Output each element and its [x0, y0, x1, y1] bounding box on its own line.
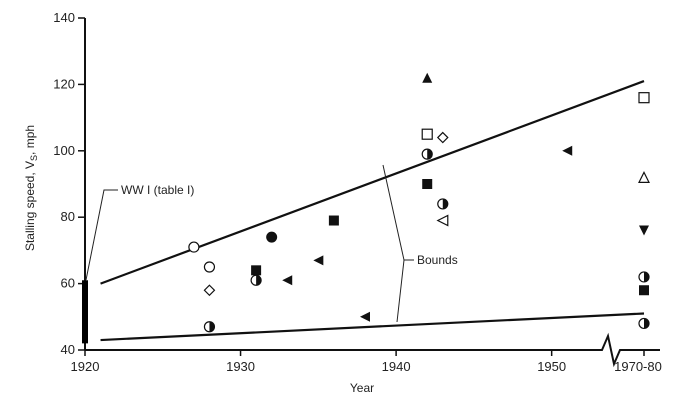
- data-point-circle-half: [250, 274, 262, 286]
- data-point-tri-up: [422, 72, 433, 83]
- data-point-square-filled: [639, 285, 649, 296]
- data-point-square-open: [421, 128, 433, 140]
- y-tick-label-40: 40: [61, 342, 75, 357]
- data-point-circle-half: [437, 198, 449, 210]
- data-point-tri-up-open: [638, 171, 650, 183]
- data-point-tri-left: [562, 145, 573, 156]
- data-point-diamond-open: [203, 284, 216, 297]
- x-tick-label-1940: 1940: [382, 359, 411, 374]
- data-point-square-filled: [422, 179, 433, 189]
- x-tick-label-1950: 1950: [537, 359, 566, 374]
- x-axis-line: [85, 332, 660, 368]
- x-axis-title: Year: [350, 381, 374, 395]
- data-point-circle-open: [203, 261, 216, 273]
- x-ticks: 1920 1930 1940 1950 1970-80: [71, 350, 662, 374]
- data-point-circle-filled: [266, 231, 278, 243]
- y-tick-label-120: 120: [53, 76, 75, 91]
- data-point-tri-left-open: [436, 214, 449, 227]
- annotation-bounds: Bounds: [382, 164, 458, 323]
- data-point-circle-half: [638, 317, 650, 330]
- x-tick-label-1920: 1920: [71, 359, 100, 374]
- data-point-square-filled: [251, 265, 262, 276]
- ww1-annotation-label: WW I (table I): [121, 183, 194, 197]
- data-point-circle-half: [203, 321, 216, 333]
- y-tick-label-60: 60: [61, 276, 75, 291]
- data-point-tri-left: [282, 275, 293, 286]
- ww1-leader-line: [85, 189, 118, 281]
- data-point-circle-open: [188, 241, 200, 253]
- bounds: [100, 80, 645, 342]
- data-point-circle-half: [421, 148, 433, 160]
- y-tick-label-80: 80: [61, 209, 75, 224]
- data-point-square-open: [638, 92, 650, 104]
- y-axis-title: Stalling speed, VS, mph: [23, 125, 39, 251]
- data-points: [188, 72, 650, 333]
- bounds-leader-line: [382, 164, 414, 323]
- data-point-tri-left: [360, 311, 370, 322]
- y-ticks: 40 60 80 100 120 140: [53, 10, 85, 357]
- y-tick-label-140: 140: [53, 10, 75, 25]
- data-point-square-filled: [328, 215, 339, 226]
- x-tick-label-break: 1970-80: [614, 359, 662, 374]
- lower-bound-line: [100, 312, 645, 342]
- y-tick-label-100: 100: [53, 143, 75, 158]
- x-tick-label-1930: 1930: [226, 359, 255, 374]
- data-point-tri-left: [313, 255, 324, 266]
- data-point-tri-down: [639, 225, 649, 236]
- bounds-annotation-label: Bounds: [417, 253, 458, 267]
- data-point-circle-half: [638, 271, 650, 283]
- annotation-ww1: WW I (table I): [85, 183, 194, 281]
- data-point-diamond-open: [436, 131, 449, 144]
